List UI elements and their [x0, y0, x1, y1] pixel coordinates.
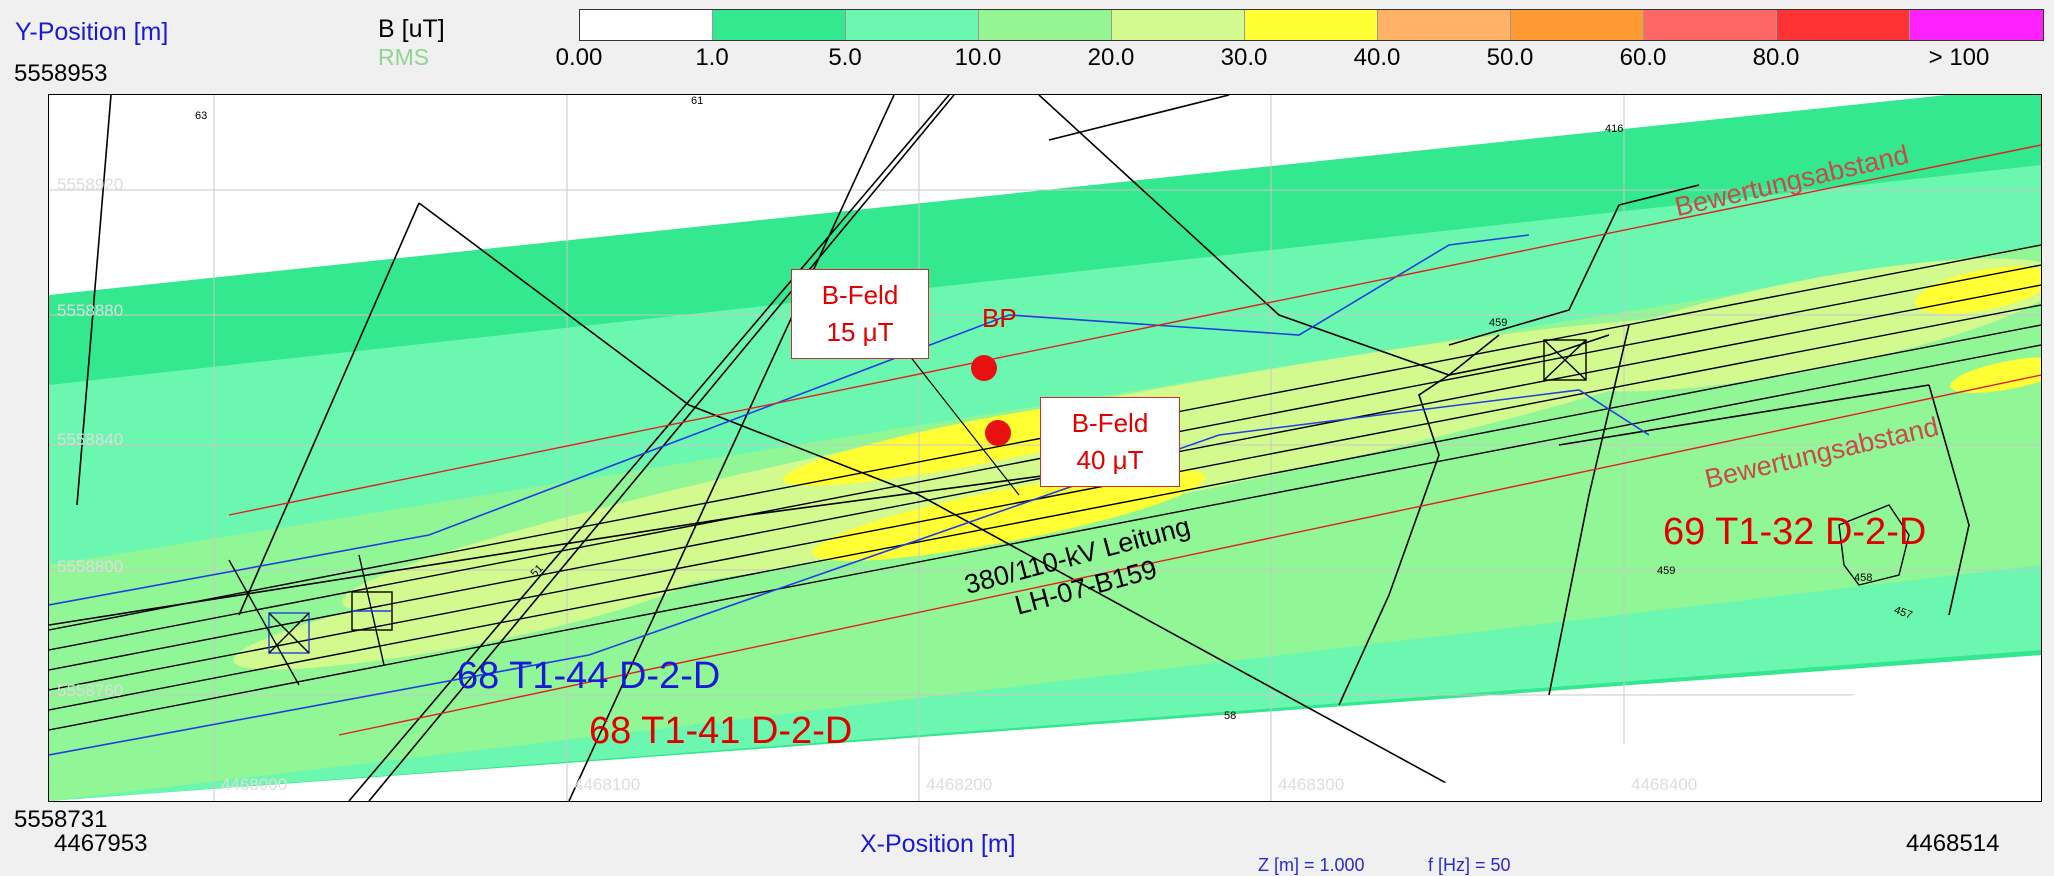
parcel-number: 459: [1657, 565, 1676, 577]
legend-tick-label: 20.0: [1087, 44, 1135, 71]
bp-label: BP: [982, 303, 1017, 333]
parcel-boundaries: [49, 95, 2020, 801]
evaluation-lines: [228, 144, 2041, 736]
grid-x-label: 4468400: [1631, 775, 1698, 794]
band-30-40-edge: [1915, 266, 2041, 314]
grid-x-label: 4468100: [574, 775, 641, 794]
legend-tick-label: 5.0: [828, 44, 862, 71]
legend-swatch: [1112, 10, 1245, 40]
legend-swatch: [1777, 10, 1910, 40]
y-max-value: 5558953: [14, 60, 108, 87]
legend-swatch: [1378, 10, 1511, 40]
tower-69-32: [1543, 339, 1587, 381]
legend-swatch: [713, 10, 846, 40]
legend-tick-label: 50.0: [1486, 44, 1534, 71]
tower-label-69-32: 69 T1-32 D-2-D: [1663, 511, 1927, 553]
bp-point-upper[interactable]: [971, 355, 997, 381]
legend-swatch: [580, 10, 713, 40]
legend-swatch: [1511, 10, 1644, 40]
profile-line: [908, 354, 1020, 496]
z-value: Z [m] = 1.000: [1258, 855, 1365, 875]
grid-y-label: 5558880: [57, 301, 124, 320]
field-map[interactable]: 5558920 5558880 5558840 5558800 5558760 …: [48, 94, 2042, 802]
rms-label: RMS: [378, 44, 430, 70]
parcel-number: 63: [195, 110, 208, 122]
grid-x-label: 4468300: [1278, 775, 1345, 794]
grid-y-label: 5558920: [57, 175, 124, 194]
y-min-value: 5558731: [14, 806, 108, 833]
grid-y-label: 5558800: [57, 557, 124, 576]
legend-swatch: [1245, 10, 1378, 40]
parcel-number: 58: [1224, 710, 1237, 722]
grid-x-label: 4468000: [221, 775, 288, 794]
band-20-30-left: [233, 560, 705, 670]
building-outline: [1838, 504, 1910, 586]
callout-title: B-Feld: [821, 280, 899, 310]
bp-point-lower[interactable]: [985, 420, 1011, 446]
legend-tick-label: > 100: [1928, 44, 1990, 71]
parcel-number: 458: [1854, 572, 1873, 584]
tower-label-68-44: 68 T1-44 D-2-D: [457, 655, 721, 697]
legend-tick-label: 80.0: [1752, 44, 1800, 71]
unit-label: B [uT]: [378, 15, 445, 43]
legend-swatch: [1644, 10, 1777, 40]
callout-title: B-Feld: [1071, 408, 1149, 438]
legend-tick-label: 30.0: [1220, 44, 1268, 71]
x-max-value: 4468514: [1906, 830, 2000, 857]
legend-tick-label: 60.0: [1619, 44, 1667, 71]
y-axis-title: Y-Position [m]: [15, 18, 169, 46]
band-30-40-lower: [812, 469, 1206, 561]
parcel-number: 61: [691, 95, 704, 107]
tower-label-68-41: 68 T1-41 D-2-D: [589, 710, 853, 752]
legend-swatch: [979, 10, 1112, 40]
parcel-number: 459: [1489, 317, 1508, 329]
legend-tick-label: 0.00: [555, 44, 603, 71]
legend-swatch: [846, 10, 979, 40]
x-axis-title: X-Position [m]: [860, 830, 1016, 858]
legend-tick-label: 40.0: [1353, 44, 1401, 71]
tower-68-44: [228, 559, 310, 686]
blue-corridor: [49, 234, 1650, 756]
callout-value: 15 μT: [826, 317, 894, 347]
parcel-number: 416: [1605, 123, 1624, 135]
legend-swatch: [1910, 10, 2043, 40]
callout-bp-lower: B-Feld 40 μT: [1040, 397, 1180, 487]
grid-x-label: 4468200: [926, 775, 993, 794]
grid-y-label: 5558760: [57, 681, 124, 700]
grid-y-label: 5558840: [57, 430, 124, 449]
legend-tick-label: 1.0: [695, 44, 729, 71]
no-data-corner: [1359, 655, 2041, 801]
callout-bp-upper: B-Feld 15 μT: [791, 269, 929, 359]
frequency-value: f [Hz] = 50: [1428, 855, 1511, 875]
color-legend: [579, 9, 2044, 41]
band-30-40-edge2: [1950, 357, 2041, 393]
tower-68-41: [351, 554, 393, 666]
legend-tick-label: 10.0: [954, 44, 1002, 71]
callout-value: 40 μT: [1076, 445, 1144, 475]
x-min-value: 4467953: [54, 830, 148, 857]
